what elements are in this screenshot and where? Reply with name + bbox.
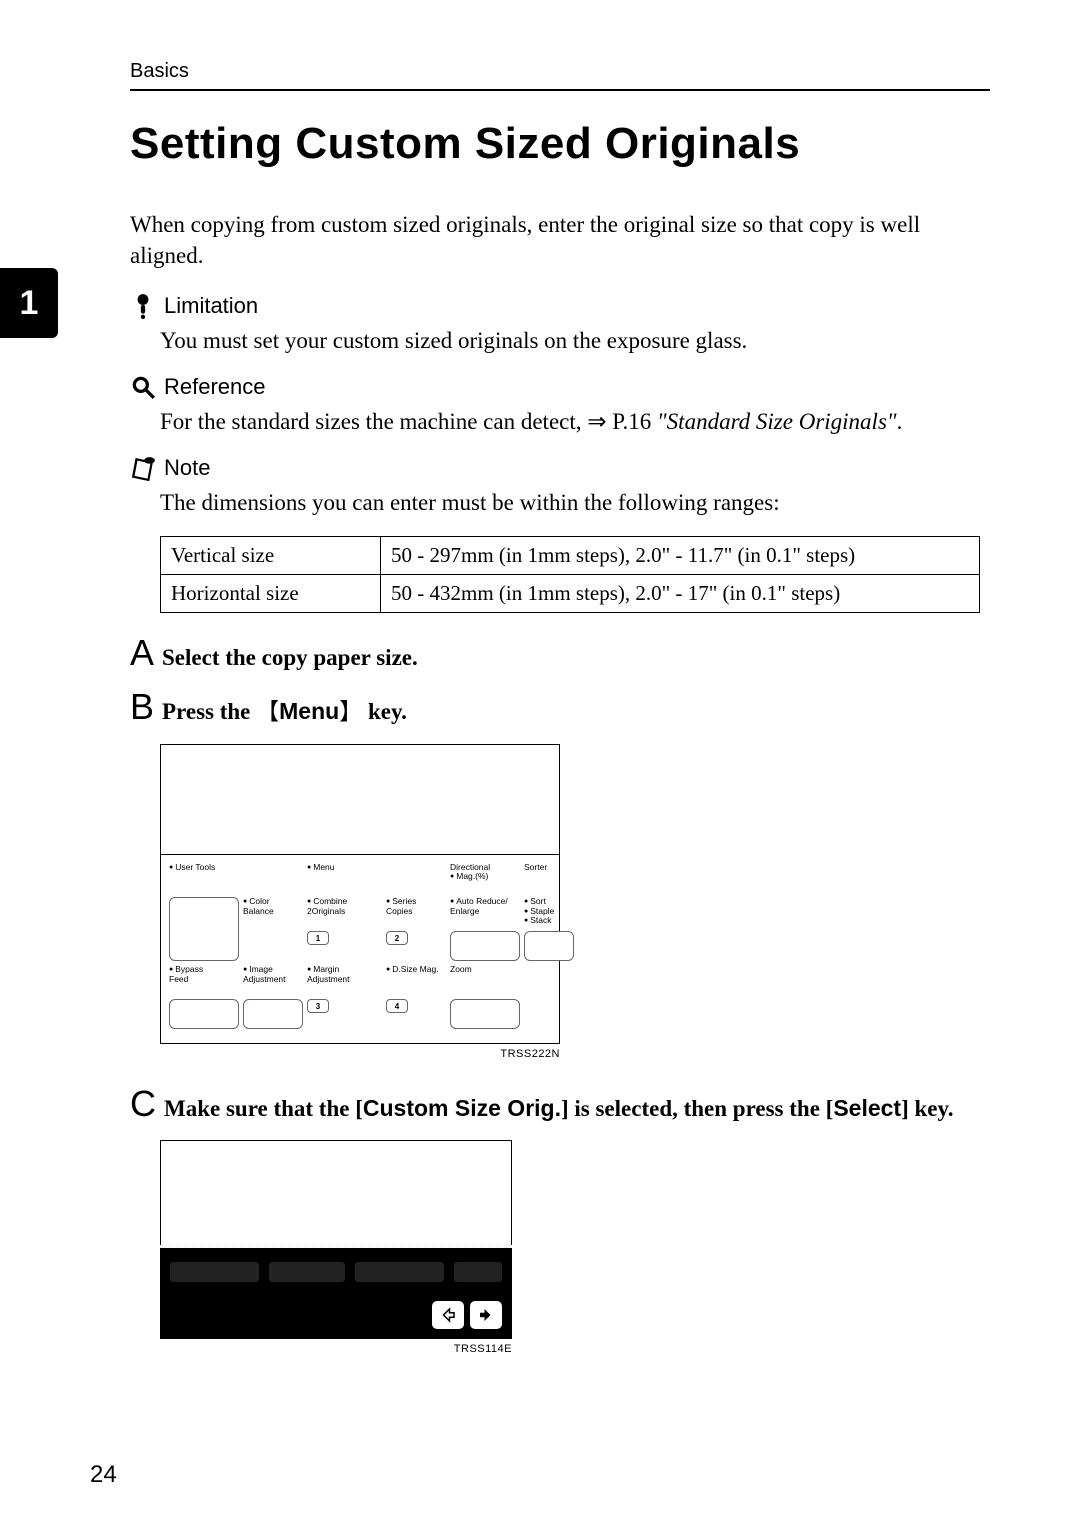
page-number: 24 [90,1461,117,1489]
panel-color-balance-label: Color Balance [243,897,303,927]
reference-body: For the standard sizes the machine can d… [160,406,990,437]
reference-suffix: . [897,409,903,434]
panel-button[interactable] [450,999,520,1029]
table-row: Vertical size 50 - 297mm (in 1mm steps),… [161,537,980,575]
panel-tab-3[interactable]: 3 [307,999,329,1013]
step-c-text: Make sure that the [Custom Size Orig.] i… [164,1095,953,1122]
note-icon [130,455,156,481]
softkey-slot[interactable] [454,1262,502,1282]
reference-label: Reference [164,374,266,400]
step-a-text: Select the copy paper size. [162,645,418,671]
softkey-slot[interactable] [269,1262,345,1282]
step-c-prefix: Make sure that the [ [164,1096,363,1121]
page-title: Setting Custom Sized Originals [130,119,990,169]
panel-tab-4[interactable]: 4 [386,999,408,1013]
reference-prefix: For the standard sizes the machine can d… [160,409,657,434]
panel-menu-label: Menu [307,863,382,893]
step-letter: C [130,1086,156,1122]
range-value: 50 - 432mm (in 1mm steps), 2.0" - 17" (i… [381,575,980,613]
menu-key-label: Menu [279,698,339,724]
panel-zoom-label: Zoom [450,965,520,995]
panel-series-label: Series Copies [386,897,446,927]
panel-button[interactable] [450,931,520,961]
range-table: Vertical size 50 - 297mm (in 1mm steps),… [160,536,980,613]
step-b-text: Press the Menu key. [162,692,407,726]
panel-button[interactable] [524,931,574,961]
step-c-suffix: ] key. [901,1096,953,1121]
step-b-suffix: key. [362,699,407,724]
step-c-mid: ] is selected, then press the [ [561,1096,833,1121]
panel-directional-label: DirectionalMag.(%) [450,863,520,893]
figure-code: TRSS222N [160,1048,560,1060]
select-key: Select [833,1095,901,1121]
panel-auto-reduce-label: Auto Reduce/ Enlarge [450,897,520,927]
limitation-body: You must set your custom sized originals… [160,325,990,356]
running-head: Basics [130,60,990,91]
arrow-right-button[interactable] [470,1301,502,1329]
range-value: 50 - 297mm (in 1mm steps), 2.0" - 11.7" … [381,537,980,575]
step-a: A Select the copy paper size. [130,635,990,671]
chapter-tab: 1 [0,268,58,338]
reference-icon [130,374,156,400]
panel-button[interactable] [169,999,239,1029]
range-label: Horizontal size [161,575,381,613]
step-c: C Make sure that the [Custom Size Orig.]… [130,1086,990,1122]
panel-margin-adj-label: Margin Adjustment [307,965,382,995]
control-panel-figure: User Tools Menu DirectionalMag.(%) Sorte… [160,744,560,1060]
panel-sort-stack-label: SortStapleStack [524,897,574,927]
range-label: Vertical size [161,537,381,575]
limitation-callout: Limitation You must set your custom size… [130,293,990,356]
figure-code: TRSS114E [160,1343,512,1355]
softkey-slot[interactable] [355,1262,444,1282]
table-row: Horizontal size 50 - 432mm (in 1mm steps… [161,575,980,613]
softkey-slot[interactable] [170,1262,259,1282]
panel-bypass-label: Bypass Feed [169,965,239,995]
step-letter: B [130,689,154,725]
panel-tab-2[interactable]: 2 [386,931,408,945]
intro-text: When copying from custom sized originals… [130,209,990,271]
step-b: B Press the Menu key. [130,689,990,726]
custom-size-key: Custom Size Orig. [363,1095,561,1121]
panel-user-tools-label: User Tools [169,863,239,893]
reference-italic: "Standard Size Originals" [657,409,897,434]
note-callout: Note The dimensions you can enter must b… [130,455,990,518]
step-b-prefix: Press the [162,699,256,724]
limitation-label: Limitation [164,293,258,319]
step-letter: A [130,635,154,671]
reference-callout: Reference For the standard sizes the mac… [130,374,990,437]
panel-dsize-label: D.Size Mag. [386,965,446,995]
panel-image-adj-label: Image Adjustment [243,965,303,995]
limitation-icon [130,293,156,319]
arrow-left-button[interactable] [432,1301,464,1329]
note-body: The dimensions you can enter must be wit… [160,487,990,518]
panel-combine-label: Combine 2Originals [307,897,382,927]
note-label: Note [164,455,210,481]
panel-button[interactable] [169,897,239,961]
softkey-figure: TRSS114E [160,1140,512,1355]
panel-sorter-label: Sorter [524,863,574,893]
panel-button[interactable] [243,999,303,1029]
panel-tab-1[interactable]: 1 [307,931,329,945]
